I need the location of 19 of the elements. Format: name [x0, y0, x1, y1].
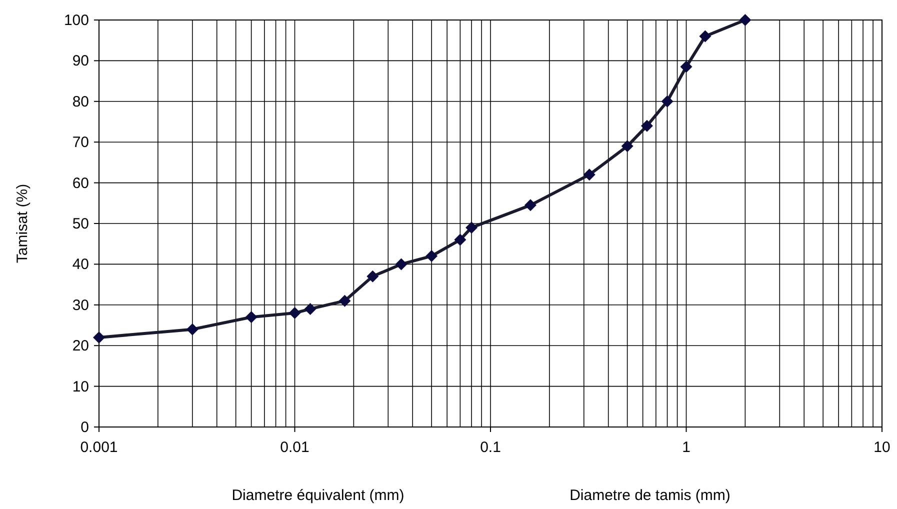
y-tick-label: 70 [72, 134, 89, 152]
y-tick-label: 50 [72, 216, 89, 232]
x-tick-label: 0.1 [480, 439, 501, 456]
y-tick-label: 20 [72, 338, 89, 355]
y-tick-label: 10 [72, 378, 89, 396]
x-tick-label: 1 [682, 439, 690, 456]
y-tick-label: 30 [72, 296, 89, 314]
y-tick-label: 90 [72, 52, 89, 70]
y-tick-label: 80 [72, 93, 89, 110]
x-tick-label: 0.001 [80, 439, 118, 456]
x-tick-label: 10 [874, 439, 890, 456]
y-tick-label: 60 [72, 174, 89, 192]
x-axis-title: Diametre équivalent (mm) [232, 487, 404, 504]
y-tick-label: 100 [64, 12, 89, 29]
y-tick-label: 0 [80, 419, 89, 436]
y-tick-label: 40 [72, 256, 89, 274]
text: Diametre de tamis (mm) [570, 487, 730, 504]
y-axis-title: Tamisat (%) [14, 184, 31, 264]
x-tick-label: 0.01 [280, 439, 310, 456]
